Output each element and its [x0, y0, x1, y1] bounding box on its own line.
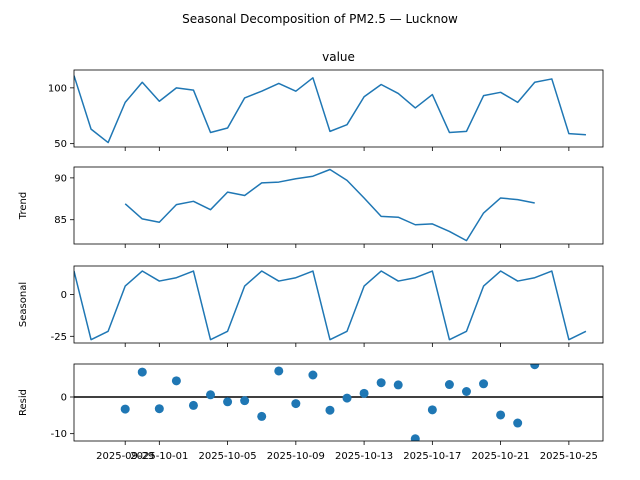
- resid-point: [496, 410, 506, 420]
- panel-frame: [73, 69, 604, 148]
- y-tick-label: -10: [51, 429, 67, 440]
- resid-point: [274, 366, 284, 376]
- resid-point: [120, 404, 130, 414]
- x-tick-label: 2025-09-29: [96, 451, 154, 462]
- y-tick-label: 0: [61, 393, 67, 404]
- series-value: [74, 75, 586, 144]
- x-tick-label: 2025-10-17: [403, 451, 461, 462]
- y-tick-label: 85: [54, 215, 67, 226]
- series-seasonal: [74, 270, 587, 341]
- resid-point: [171, 376, 181, 386]
- panel-value: 50 100: [48, 69, 604, 151]
- resid-point: [376, 378, 386, 388]
- y-tick-label: -25: [51, 332, 67, 343]
- x-tick-label: 2025-10-21: [472, 451, 530, 462]
- resid-point: [479, 379, 489, 389]
- panels-group: 50 100 85 90 Trend 0 -25 Seasonal 0 -10 2025-09-29…: [18, 69, 604, 462]
- panel-frame: [73, 265, 604, 344]
- x-tick-label: 2025-10-09: [267, 451, 325, 462]
- resid-point: [257, 411, 267, 421]
- resid-point: [240, 396, 250, 406]
- resid-point: [444, 380, 454, 390]
- x-tick-label: 2025-10-25: [540, 451, 598, 462]
- x-tick-label: 2025-10-13: [335, 451, 393, 462]
- x-tick-label: 2025-10-05: [199, 451, 257, 462]
- series-line: [124, 168, 535, 242]
- resid-point: [223, 397, 233, 407]
- panel-frame: [73, 166, 604, 245]
- y-axis-label: Trend: [18, 192, 29, 220]
- resid-point: [427, 405, 437, 415]
- resid-point: [188, 400, 198, 410]
- resid-point: [342, 393, 352, 403]
- resid-point: [137, 367, 147, 377]
- resid-point: [154, 404, 164, 414]
- y-axis-label: Resid: [18, 389, 29, 416]
- panel-trend: 85 90 Trend: [18, 166, 604, 248]
- panel-seasonal: 0 -25 Seasonal: [18, 265, 604, 347]
- resid-point: [530, 364, 540, 370]
- series-line: [74, 270, 587, 341]
- y-tick-label: 90: [54, 173, 67, 184]
- series-line: [74, 75, 586, 144]
- resid-point: [393, 380, 403, 390]
- y-tick-label: 50: [54, 139, 67, 150]
- resid-point: [461, 387, 471, 396]
- y-tick-label: 0: [61, 290, 67, 301]
- resid-point: [513, 418, 523, 428]
- resid-point: [410, 434, 420, 441]
- x-tick-label: 2025-10-01: [130, 451, 188, 462]
- series-resid: [74, 364, 603, 441]
- resid-point: [359, 388, 369, 398]
- y-tick-label: 100: [48, 83, 67, 94]
- chart-title: value: [322, 50, 355, 64]
- series-trend: [124, 168, 535, 242]
- y-axis-label: Seasonal: [18, 282, 29, 327]
- resid-point: [325, 405, 335, 415]
- panel-frame: [73, 363, 604, 442]
- chart-suptitle: Seasonal Decomposition of PM2.5 — Luckno…: [182, 12, 458, 26]
- resid-point: [291, 399, 301, 409]
- resid-point: [308, 370, 318, 380]
- resid-point: [206, 390, 216, 400]
